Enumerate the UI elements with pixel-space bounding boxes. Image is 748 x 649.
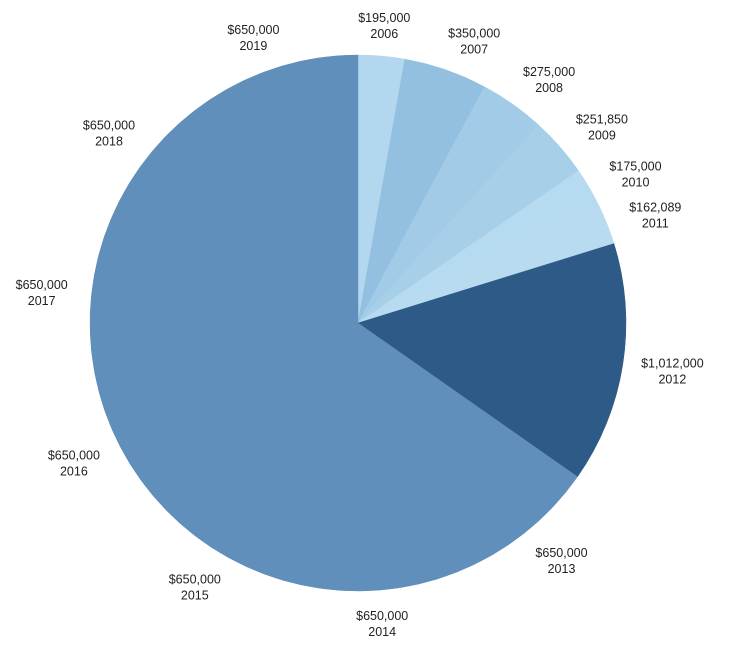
slice-value-label: $650,000 bbox=[535, 546, 587, 560]
slice-category-label: 2011 bbox=[642, 216, 669, 230]
slice-category-label: 2009 bbox=[588, 129, 616, 143]
slice-label-2015: $650,000 2015 bbox=[169, 573, 221, 603]
slice-category-label: 2018 bbox=[95, 135, 123, 149]
slice-value-label: $251,850 bbox=[576, 113, 628, 127]
slice-value-label: $650,000 bbox=[83, 119, 135, 133]
pie-slice-2013 bbox=[357, 322, 578, 573]
slice-label-2007: $350,000 2007 bbox=[448, 27, 500, 57]
slice-category-label: 2016 bbox=[60, 465, 88, 479]
slice-category-label: 2006 bbox=[370, 27, 398, 41]
slice-label-2009: $251,850 2009 bbox=[576, 113, 628, 143]
pie-slice-2015 bbox=[165, 322, 359, 586]
slice-label-2016: $650,000 2016 bbox=[48, 449, 100, 479]
slice-label-2012: $1,012,000 2012 bbox=[641, 356, 704, 386]
slice-category-label: 2012 bbox=[658, 372, 686, 386]
slice-value-label: $195,000 bbox=[358, 11, 410, 25]
slice-label-2010: $175,000 2010 bbox=[609, 159, 661, 189]
pie-slice-2019 bbox=[209, 54, 359, 324]
slice-category-label: 2008 bbox=[535, 81, 563, 95]
slice-category-label: 2013 bbox=[548, 562, 576, 576]
slice-category-label: 2007 bbox=[460, 43, 488, 57]
pie-slice-2016 bbox=[94, 322, 359, 511]
slice-value-label: $275,000 bbox=[523, 65, 575, 79]
slice-value-label: $350,000 bbox=[448, 27, 500, 41]
slice-value-label: $650,000 bbox=[16, 278, 68, 292]
slice-value-label: $650,000 bbox=[356, 609, 408, 623]
pie-slice-2014 bbox=[301, 322, 457, 592]
pie-slices bbox=[89, 54, 627, 592]
pie-slice-2012 bbox=[357, 243, 627, 478]
slice-value-label: $650,000 bbox=[48, 449, 100, 463]
pie-slice-2018 bbox=[110, 99, 359, 324]
slice-category-label: 2019 bbox=[239, 39, 267, 53]
slice-label-2018: $650,000 2018 bbox=[83, 119, 135, 149]
slice-category-label: 2015 bbox=[181, 589, 209, 603]
slice-category-label: 2010 bbox=[622, 175, 650, 189]
slice-value-label: $162,089 bbox=[629, 200, 681, 214]
slice-label-2013: $650,000 2013 bbox=[535, 546, 587, 576]
slice-label-2006: $195,000 2006 bbox=[358, 11, 410, 41]
pie-slice-2017 bbox=[89, 218, 359, 374]
slice-label-2019: $650,000 2019 bbox=[227, 23, 279, 53]
slice-label-2011: $162,089 2011 bbox=[629, 200, 681, 230]
slice-label-2008: $275,000 2008 bbox=[523, 65, 575, 95]
slice-category-label: 2014 bbox=[368, 625, 396, 639]
slice-label-2014: $650,000 2014 bbox=[356, 609, 408, 639]
slice-value-label: $650,000 bbox=[169, 573, 221, 587]
slice-value-label: $1,012,000 bbox=[641, 356, 704, 370]
slice-category-label: 2017 bbox=[28, 294, 56, 308]
slice-value-label: $650,000 bbox=[227, 23, 279, 37]
slice-label-2017: $650,000 2017 bbox=[16, 278, 68, 308]
slice-labels: $195,000 2006 $350,000 2007 $275,000 2008 $251… bbox=[16, 11, 704, 639]
slice-value-label: $175,000 bbox=[609, 159, 661, 173]
